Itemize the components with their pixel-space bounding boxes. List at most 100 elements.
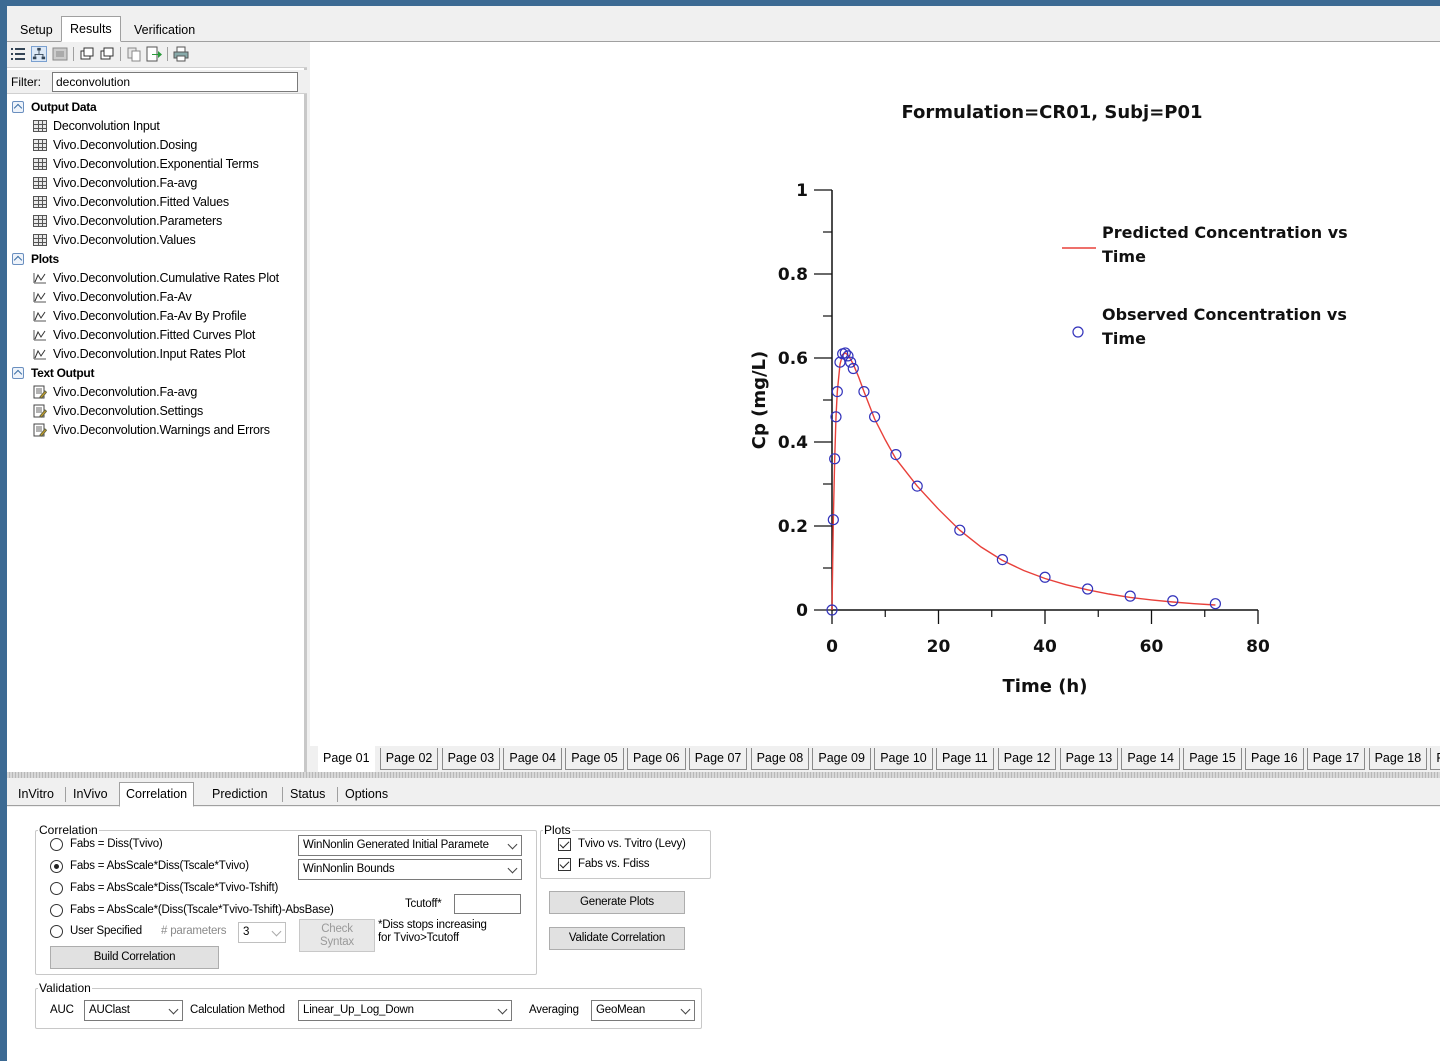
tab-results[interactable]: Results <box>61 16 121 42</box>
tree-item[interactable]: Vivo.Deconvolution.Fa-Av <box>7 288 307 307</box>
page-tab[interactable]: Page 13 <box>1059 748 1119 770</box>
ivivc-tab[interactable]: Prediction <box>212 787 268 801</box>
text-document-icon <box>33 404 47 418</box>
page-tab[interactable]: Pa <box>1430 748 1440 770</box>
page-tab[interactable]: Page 09 <box>812 748 871 770</box>
y-tick-label: 0 <box>796 601 808 621</box>
list-view-icon[interactable] <box>10 46 26 62</box>
chevron-down-icon <box>497 1004 508 1015</box>
copy-icon[interactable] <box>126 46 142 62</box>
page-tab[interactable]: Page 04 <box>503 748 562 770</box>
correlation-legend: Correlation <box>39 823 98 837</box>
image-view-icon[interactable] <box>52 46 68 62</box>
tree-item[interactable]: Vivo.Deconvolution.Settings <box>7 402 307 421</box>
ivivc-tab[interactable]: InVitro <box>18 787 54 801</box>
tree-group-text-output[interactable]: Text Output <box>7 364 307 383</box>
panel-splitter[interactable] <box>7 772 1440 778</box>
table-icon <box>33 139 47 151</box>
ivivc-tab[interactable]: Correlation <box>119 782 195 807</box>
export-icon[interactable] <box>146 46 162 62</box>
copy-window-icon[interactable] <box>79 46 95 62</box>
x-tick-label: 60 <box>1140 637 1164 657</box>
page-tab[interactable]: Page 02 <box>379 748 439 770</box>
page-tab[interactable]: Page 14 <box>1121 748 1180 770</box>
observed-point <box>842 350 854 362</box>
tree-group-label: Plots <box>31 252 59 266</box>
page-tab[interactable]: Page 07 <box>688 748 748 770</box>
page-tab[interactable]: Page 16 <box>1245 748 1304 770</box>
page-tab[interactable]: Page 03 <box>441 748 501 770</box>
tree-item[interactable]: Vivo.Deconvolution.Input Rates Plot <box>7 345 307 364</box>
plot-icon <box>33 273 46 284</box>
tree-item[interactable]: Vivo.Deconvolution.Exponential Terms <box>7 155 307 174</box>
page-tab[interactable]: Page 06 <box>627 748 686 770</box>
y-tick-label: 0.6 <box>778 349 808 369</box>
tree-item-label: Vivo.Deconvolution.Cumulative Rates Plot <box>53 271 279 285</box>
table-icon <box>33 196 47 208</box>
tcutoff-input[interactable] <box>454 894 521 914</box>
chevron-down-icon <box>168 1004 179 1015</box>
initial-params-select[interactable]: WinNonlin Generated Initial Paramete <box>298 835 522 856</box>
collapse-icon[interactable] <box>12 253 24 265</box>
tree-item-label: Vivo.Deconvolution.Settings <box>53 404 204 418</box>
observed-point <box>954 524 966 536</box>
tree-item-label: Vivo.Deconvolution.Input Rates Plot <box>53 347 246 361</box>
page-tab[interactable]: Page 17 <box>1306 748 1366 770</box>
bounds-select[interactable]: WinNonlin Bounds <box>298 859 522 880</box>
ivivc-tab[interactable]: Status <box>290 787 326 801</box>
tree-item[interactable]: Deconvolution Input <box>7 117 307 136</box>
print-icon[interactable] <box>173 46 189 62</box>
ivivc-tab[interactable]: InVivo <box>73 787 108 801</box>
collapse-icon[interactable] <box>12 367 24 379</box>
tab-verification[interactable]: Verification <box>134 23 196 37</box>
page-tab[interactable]: Page 18 <box>1368 748 1428 770</box>
page-tab[interactable]: Page 01 <box>318 746 375 772</box>
check-syntax-button[interactable]: Check Syntax <box>299 919 375 952</box>
averaging-select[interactable]: GeoMean <box>591 1000 695 1021</box>
tree-item[interactable]: Vivo.Deconvolution.Parameters <box>7 212 307 231</box>
tree-item[interactable]: Vivo.Deconvolution.Cumulative Rates Plot <box>7 269 307 288</box>
filter-input[interactable] <box>52 72 298 92</box>
calc-method-label: Calculation Method <box>190 1004 285 1016</box>
tree-item[interactable]: Vivo.Deconvolution.Fa-avg <box>7 174 307 193</box>
tree-item[interactable]: Vivo.Deconvolution.Fitted Curves Plot <box>7 326 307 345</box>
generate-plots-button[interactable]: Generate Plots <box>549 891 685 914</box>
tab-setup[interactable]: Setup <box>20 23 53 37</box>
observed-point <box>1039 571 1051 583</box>
predicted-series-line <box>831 352 1216 611</box>
page-tab[interactable]: Page 05 <box>565 748 624 770</box>
num-params-select[interactable]: 3 <box>238 922 286 943</box>
duplicate-window-icon[interactable] <box>99 46 115 62</box>
page-tab[interactable]: Page 11 <box>936 748 994 770</box>
chevron-down-icon <box>507 839 518 850</box>
legend-observed-label-line2: Time <box>1102 329 1146 348</box>
tree-view-icon[interactable] <box>31 46 47 62</box>
tree-item-label: Vivo.Deconvolution.Fa-Av <box>53 290 192 304</box>
page-tab[interactable]: Page 15 <box>1183 748 1242 770</box>
observed-point <box>829 453 841 465</box>
plot-icon <box>33 292 46 303</box>
tree-item[interactable]: Vivo.Deconvolution.Fa-Av By Profile <box>7 307 307 326</box>
auc-select[interactable]: AUClast <box>84 1000 183 1021</box>
tree-item[interactable]: Vivo.Deconvolution.Fa-avg <box>7 383 307 402</box>
ivivc-tab[interactable]: Options <box>345 787 389 801</box>
page-tab[interactable]: Page 12 <box>997 748 1057 770</box>
tree-group-plots[interactable]: Plots <box>7 250 307 269</box>
collapse-icon[interactable] <box>12 101 24 113</box>
calc-method-select[interactable]: Linear_Up_Log_Down <box>298 1000 512 1021</box>
page-tab[interactable]: Page 10 <box>874 748 933 770</box>
y-axis-label: Cp (mg/L) <box>749 351 770 450</box>
page-tab[interactable]: Page 08 <box>750 748 810 770</box>
tree-group-output-data[interactable]: Output Data <box>7 98 307 117</box>
tree-item[interactable]: Vivo.Deconvolution.Warnings and Errors <box>7 421 307 440</box>
observed-point <box>1167 595 1179 607</box>
tree-item[interactable]: Vivo.Deconvolution.Dosing <box>7 136 307 155</box>
tree-item[interactable]: Vivo.Deconvolution.Values <box>7 231 307 250</box>
observed-point <box>1209 598 1222 610</box>
correlation-pane: Correlation Fabs = Diss(Tvivo) Fabs = Ab… <box>7 807 1440 1061</box>
table-icon <box>33 177 47 189</box>
build-correlation-button[interactable]: Build Correlation <box>50 946 219 969</box>
validate-correlation-button[interactable]: Validate Correlation <box>549 927 685 950</box>
tree-item[interactable]: Vivo.Deconvolution.Fitted Values <box>7 193 307 212</box>
auc-label: AUC <box>50 1004 74 1016</box>
